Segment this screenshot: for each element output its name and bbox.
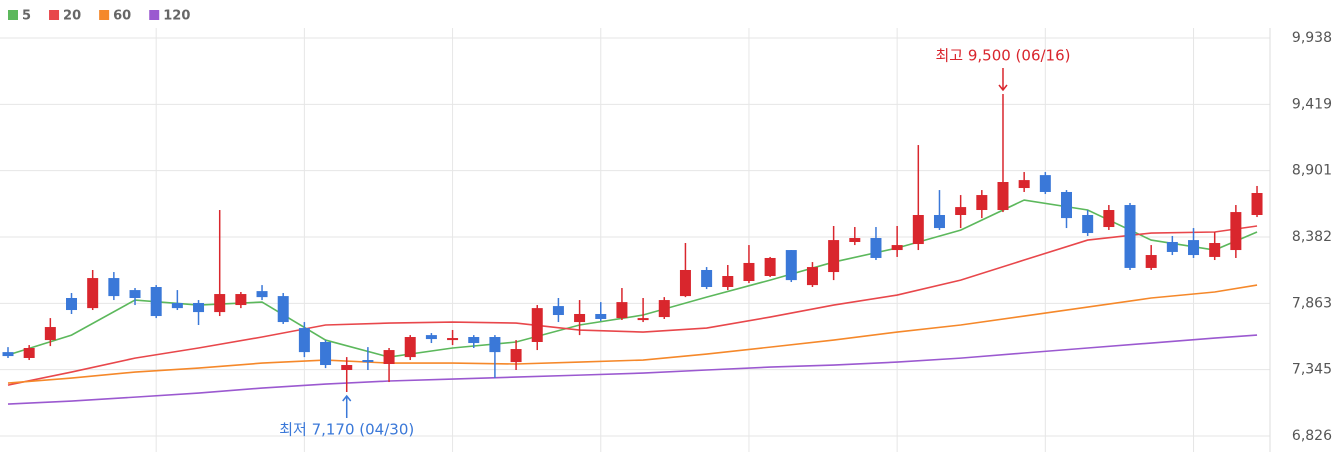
candle-body (849, 238, 861, 242)
candle-body (23, 348, 35, 358)
candle-body (764, 257, 776, 277)
candle-body (468, 337, 480, 344)
candle-body (658, 300, 670, 318)
ma-line (7, 225, 1258, 386)
legend-label: 5 (22, 9, 31, 24)
y-tick-label: 6,826 (1292, 428, 1332, 444)
candle-body (425, 335, 437, 340)
candle-body (595, 313, 607, 319)
y-tick-label: 7,345 (1292, 362, 1332, 378)
candle-body (552, 306, 564, 316)
candle-body (574, 313, 586, 323)
annotation: 최고 9,500 (06/16) (935, 47, 1070, 65)
candle-body (1018, 180, 1030, 189)
candle-body (997, 182, 1009, 211)
candle-body (1209, 243, 1221, 257)
candle-body (1166, 241, 1178, 252)
legend-label: 20 (63, 9, 81, 24)
candle-body (87, 278, 99, 309)
candle-body (701, 269, 713, 288)
candle-body (933, 215, 945, 229)
candle-body (277, 296, 289, 323)
candle-body (44, 327, 56, 341)
legend-label: 60 (113, 9, 131, 24)
legend-swatch (99, 10, 110, 20)
candle-body (828, 240, 840, 273)
candle-body (171, 302, 183, 309)
candle-body (383, 350, 395, 364)
legend-swatch (149, 10, 160, 20)
candle-body (1251, 193, 1263, 216)
candle-body (1230, 212, 1242, 251)
candle-body (679, 269, 691, 297)
candle-body (912, 215, 924, 245)
y-tick-label: 8,901 (1292, 163, 1332, 179)
annotation-arrow (342, 394, 352, 419)
candle-body (66, 298, 78, 311)
candle-body (1082, 215, 1094, 234)
candle-body (870, 238, 882, 258)
candle-body (891, 245, 903, 251)
candle-body (256, 291, 268, 298)
candle-body (510, 349, 522, 363)
candle-body (489, 337, 501, 353)
annotation: 최저 7,170 (04/30) (279, 421, 414, 439)
candle-body (129, 290, 141, 299)
candle-body (1061, 191, 1072, 219)
y-tick-label: 7,863 (1292, 295, 1332, 311)
candle-body (214, 294, 226, 313)
candle-body (1124, 205, 1136, 268)
candle-body (1145, 255, 1157, 268)
candle-body (722, 276, 734, 288)
y-tick-label: 8,382 (1292, 229, 1332, 245)
candle-body (1188, 240, 1200, 256)
candle-body (806, 267, 818, 286)
candle-body (235, 294, 247, 306)
candle-body (320, 341, 332, 366)
legend-swatch (49, 10, 60, 20)
annotation-arrow (998, 68, 1008, 92)
candle-body (404, 337, 416, 358)
y-tick-label: 9,938 (1292, 30, 1332, 46)
candle-body (743, 262, 755, 281)
ma-line (7, 284, 1258, 384)
candle-body (2, 352, 14, 357)
candle-body (1039, 175, 1051, 192)
candle-body (616, 302, 628, 319)
ma-line (7, 334, 1258, 405)
legend-swatch (8, 10, 18, 20)
candle-body (1103, 210, 1115, 228)
candle-body (785, 250, 797, 281)
candle-body (447, 338, 459, 341)
candle-body (108, 278, 120, 297)
candle-body (637, 318, 649, 321)
candle-body (298, 328, 310, 353)
y-tick-label: 9,419 (1292, 96, 1332, 112)
legend-label: 120 (163, 9, 190, 24)
candle-body (150, 287, 162, 317)
candle-body (341, 365, 353, 371)
candle-body (362, 360, 374, 363)
candle-body (955, 207, 967, 216)
candle-body (976, 195, 988, 211)
candle-body (531, 308, 543, 342)
candle-body (193, 302, 205, 313)
